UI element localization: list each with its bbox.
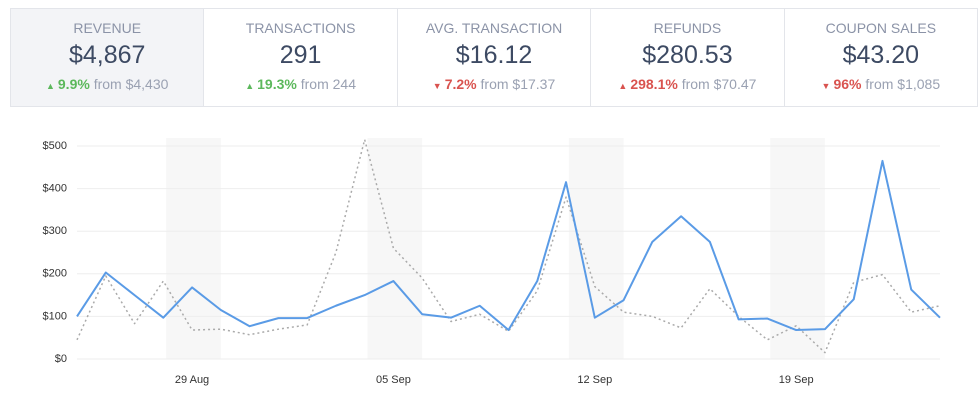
y-tick-label: $300 [43,225,67,237]
card-label: REFUNDS [653,20,722,36]
card-value: $4,867 [68,41,146,69]
card-change: ▲ 9.9% from $4,430 [11,76,203,92]
card-label: COUPON SALES [825,20,937,36]
kpi-cards: REVENUE $4,867 ▲ 9.9% from $4,430 TRANSACT… [10,8,978,107]
card-value: 291 [279,41,322,69]
change-pct: 19.3% [257,76,297,92]
kpi-card[interactable]: TRANSACTIONS 291 ▲ 19.3% from 244 [203,9,396,106]
change-from: from $4,430 [93,76,169,92]
x-tick-label: 19 Sep [779,374,814,386]
y-tick-label: $100 [43,310,67,322]
change-from: from $17.37 [480,76,556,92]
x-tick-label: 05 Sep [376,374,411,386]
kpi-card[interactable]: COUPON SALES $43.20 ▼ 96% from $1,085 [783,9,977,106]
chart: $0 $100 $200 $300 $400 $500 29 Aug 05 Sep 12 Sep… [43,138,941,386]
change-arrow: ▲ [245,81,255,91]
change-pct: 9.9% [57,76,90,92]
change-arrow: ▼ [821,81,831,91]
y-tick-label: $0 [55,353,67,365]
y-tick-label: $200 [43,268,67,280]
y-tick-label: $500 [43,140,67,152]
change-arrow: ▲ [618,81,628,91]
change-pct: 298.1% [630,76,678,92]
weekend-band [367,138,423,359]
change-pct: 96% [833,76,862,92]
change-arrow: ▲ [45,81,55,91]
kpi-card[interactable]: REFUNDS $280.53 ▲ 298.1% from $70.47 [590,9,783,106]
card-change: ▼ 96% from $1,085 [785,76,977,92]
card-label: TRANSACTIONS [245,20,356,36]
weekend-band [568,138,624,359]
change-from: from $1,085 [865,76,941,92]
kpi-card[interactable]: AVG. TRANSACTION $16.12 ▼ 7.2% from $17.3… [396,9,590,106]
weekend-band [770,138,825,359]
change-from: from 244 [300,76,356,92]
x-tick-label: 29 Aug [175,374,209,386]
change-from: from $70.47 [681,76,757,92]
card-label: REVENUE [73,20,142,36]
card-value: $280.53 [642,41,733,69]
x-tick-label: 12 Sep [577,374,612,386]
card-change: ▲ 298.1% from $70.47 [591,76,783,92]
card-value: $43.20 [842,41,920,69]
series-line [76,138,941,354]
series-line [76,159,941,332]
card-change: ▲ 19.3% from 244 [204,76,396,92]
card-value: $16.12 [455,41,533,69]
card-label: AVG. TRANSACTION [425,20,563,36]
kpi-card[interactable]: REVENUE $4,867 ▲ 9.9% from $4,430 [11,9,204,106]
change-pct: 7.2% [444,76,477,92]
card-change: ▼ 7.2% from $17.37 [398,76,590,92]
change-arrow: ▼ [432,81,442,91]
y-tick-label: $400 [43,183,67,195]
weekend-band [166,138,221,359]
